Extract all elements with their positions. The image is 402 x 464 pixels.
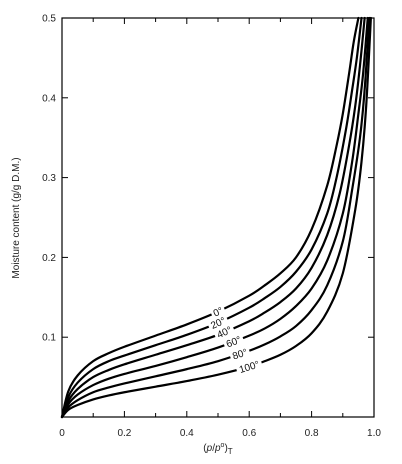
x-axis-title-open: (	[203, 443, 207, 454]
curve-label-group: 80°	[228, 345, 251, 362]
isotherm-line-0	[60, 16, 360, 419]
x-axis-title-close: )	[224, 443, 227, 454]
y-tick-label: 0.2	[42, 253, 56, 264]
curve-label-bg	[222, 332, 245, 350]
curve-label-4: 80°	[231, 347, 249, 362]
isotherm-line-3	[60, 16, 369, 419]
curve-label-bg	[212, 322, 236, 341]
isotherm-line-1	[60, 16, 363, 419]
x-tick-label: 0.2	[117, 428, 131, 439]
x-tick-label: 1.0	[367, 428, 381, 439]
y-axis-title: Moisture content (g/g D.M.)	[11, 157, 22, 278]
y-tick-label: 0.5	[42, 14, 56, 25]
plot-frame	[61, 17, 375, 418]
x-tick-label: 0.6	[242, 428, 256, 439]
x-tick-label: 0.8	[305, 428, 319, 439]
isotherm-line-5	[60, 16, 372, 419]
ticks-layer: 0 0.2 0.4 0.6 0.8 1.0 0.1 0.2 0.3 0.4 0.5	[42, 14, 381, 440]
x-axis-title: (p/po)T	[203, 442, 233, 456]
curves-layer	[60, 16, 372, 419]
y-tick-label: 0.1	[42, 333, 56, 344]
y-tick-label: 0.4	[42, 93, 56, 104]
x-axis-title-p: p	[206, 443, 213, 454]
x-axis-title-sup: o	[221, 442, 225, 449]
x-axis-title-sub: T	[228, 447, 233, 456]
curve-label-bg	[228, 345, 251, 362]
curve-label-bg	[206, 313, 230, 332]
curve-label-3: 60°	[225, 335, 243, 351]
x-axis-title-p0: p	[214, 443, 221, 454]
isotherm-line-2	[60, 16, 366, 419]
x-tick-label: 0	[59, 428, 65, 439]
x-tick-label: 0.4	[180, 428, 194, 439]
isotherm-line-4	[60, 16, 371, 419]
curve-label-bg	[235, 357, 264, 376]
x-axis-title-slash: /	[212, 443, 215, 454]
curve-label-5: 100°	[238, 359, 261, 376]
y-tick-label: 0.3	[42, 173, 56, 184]
curve-label-group: 60°	[222, 332, 245, 351]
